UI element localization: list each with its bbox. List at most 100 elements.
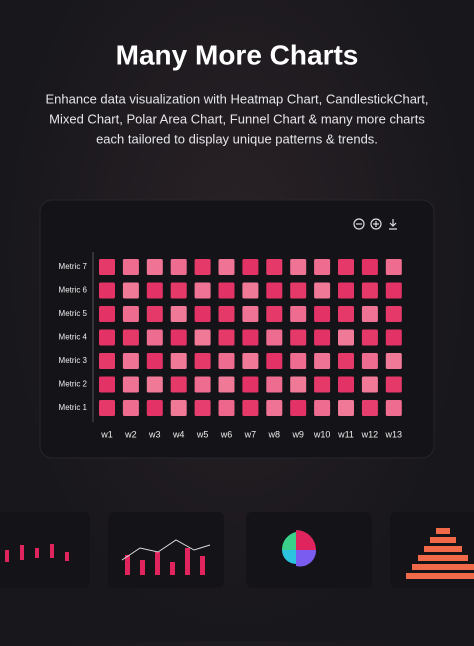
heatmap-cell — [361, 282, 378, 299]
heatmap-cell — [99, 329, 115, 346]
heatmap-cell — [122, 259, 139, 275]
heatmap-cell — [385, 353, 402, 369]
heatmap-cell — [99, 353, 115, 369]
heatmap-cell — [361, 353, 378, 369]
y-tick-label: Metric 6 — [59, 286, 88, 295]
y-tick-label: Metric 3 — [59, 356, 88, 365]
zoom-in[interactable] — [370, 218, 382, 230]
heatmap-cell — [218, 259, 235, 275]
heatmap-cell — [266, 306, 283, 322]
heatmap-cell — [242, 329, 259, 346]
x-tick-label: w7 — [244, 429, 257, 439]
heatmap-cell — [218, 400, 235, 416]
heatmap-cell — [266, 376, 283, 393]
heatmap-cell — [290, 329, 307, 346]
heatmap-cell — [338, 306, 354, 322]
heatmap-cell — [194, 353, 211, 369]
thumb-candlestick[interactable] — [0, 512, 90, 588]
heatmap-cell — [242, 353, 259, 369]
heatmap-cell — [170, 259, 187, 275]
heatmap-cell — [385, 400, 402, 416]
thumbnails — [0, 512, 474, 588]
heatmap-cell — [170, 400, 187, 416]
heatmap-cell — [361, 400, 378, 416]
heatmap-cell — [361, 329, 378, 346]
x-tick-label: w9 — [291, 429, 304, 439]
heatmap-cell — [99, 306, 115, 322]
heatmap-cell — [290, 400, 307, 416]
heatmap-cell — [194, 282, 211, 299]
heatmap-cell — [146, 259, 163, 275]
heatmap-cell — [338, 376, 354, 393]
heatmap-cell — [385, 376, 402, 393]
heatmap-cell — [314, 353, 331, 369]
heatmap-cell — [314, 306, 331, 322]
x-tick-label: w12 — [361, 429, 379, 439]
zoom-out[interactable] — [353, 218, 365, 230]
heatmap-cell — [218, 282, 235, 299]
heatmap-cell — [99, 259, 115, 275]
heatmap-cell — [242, 282, 259, 299]
heatmap-cell — [338, 282, 354, 299]
heatmap-cell — [314, 376, 331, 393]
heatmap-cell — [338, 329, 354, 346]
heatmap-cell — [218, 353, 235, 369]
heatmap-cell — [122, 329, 139, 346]
heatmap-cell — [290, 259, 307, 275]
heatmap-cell — [314, 400, 331, 416]
description: Enhance data visualization with Heatmap … — [46, 91, 429, 106]
heatmap-cell — [385, 306, 402, 322]
download[interactable] — [389, 219, 397, 230]
x-tick-label: w6 — [220, 429, 233, 439]
heatmap-cell — [290, 376, 307, 393]
heatmap-cell — [122, 306, 139, 322]
heatmap-cell — [194, 400, 211, 416]
heatmap-cell — [194, 376, 211, 393]
heatmap-cell — [385, 282, 402, 299]
heatmap-cell — [266, 282, 283, 299]
heatmap-cell — [242, 306, 259, 322]
heatmap-cell — [99, 282, 115, 299]
heatmap-cell — [385, 259, 402, 275]
heatmap-cell — [122, 282, 139, 299]
heatmap-cell — [146, 306, 163, 322]
heatmap-cell — [146, 400, 163, 416]
heatmap-cell — [218, 376, 235, 393]
heatmap-cell — [146, 282, 163, 299]
x-tick-label: w5 — [196, 429, 209, 439]
heatmap-cell — [338, 400, 354, 416]
chart-card — [39, 199, 435, 459]
heatmap-cell — [290, 282, 307, 299]
x-tick-label: w2 — [124, 429, 137, 439]
heatmap-cell — [266, 329, 283, 346]
heatmap-cell — [194, 306, 211, 322]
heatmap-cell — [266, 259, 283, 275]
heatmap-cell — [170, 329, 187, 346]
heatmap-cell — [361, 306, 378, 322]
heatmap-cell — [242, 400, 259, 416]
heatmap-cell — [361, 376, 378, 393]
x-tick-label: w11 — [337, 429, 354, 439]
heatmap-cell — [122, 353, 139, 369]
x-tick-label: w4 — [172, 429, 185, 439]
heatmap-cell — [266, 400, 283, 416]
heatmap-cell — [314, 259, 331, 275]
thumb-mixed[interactable] — [108, 512, 224, 588]
heatmap-cell — [170, 306, 187, 322]
heatmap-cell — [338, 353, 354, 369]
heatmap-cell — [361, 259, 378, 275]
heatmap-cell — [170, 353, 187, 369]
heatmap-cell — [242, 259, 259, 275]
y-tick-label: Metric 5 — [59, 309, 88, 318]
x-tick-label: w8 — [268, 429, 281, 439]
y-tick-label: Metric 1 — [59, 403, 88, 412]
heatmap-cell — [290, 306, 307, 322]
y-tick-label: Metric 7 — [59, 262, 88, 271]
heatmap-cell — [314, 282, 331, 299]
x-tick-label: w1 — [100, 429, 113, 439]
heatmap-cell — [218, 329, 235, 346]
heatmap-cell — [338, 259, 354, 275]
heatmap-cell — [122, 400, 139, 416]
